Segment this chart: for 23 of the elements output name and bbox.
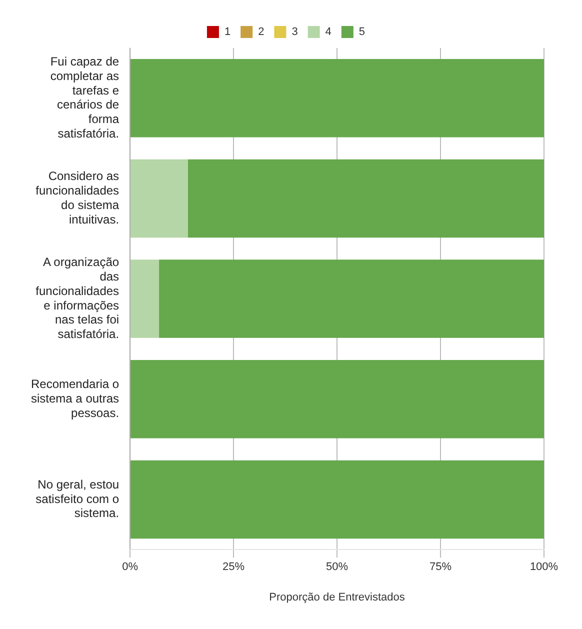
legend-label: 2 [258, 26, 264, 38]
x-tick-label: 25% [222, 561, 245, 574]
x-axis-title: Proporção de Entrevistados [269, 591, 406, 604]
y-tick-label: Fui capaz de completar as tarefas e cenários de forma satisfatória. [50, 54, 120, 140]
bar [130, 59, 544, 138]
bar [188, 159, 544, 238]
y-tick-label: A organização das funcionalidades e informações nas telas foi satisfatória. [36, 255, 120, 342]
y-tick-label: Considero as funcionalidades do sistema intuitivas. [36, 169, 120, 226]
x-tick-label: 0% [122, 561, 138, 574]
bar [130, 360, 544, 438]
bar [130, 260, 160, 338]
x-tick-label: 100% [530, 561, 558, 574]
y-tick-label: No geral, estou satisfeito com o sistema. [36, 477, 120, 520]
bar [130, 460, 544, 539]
bar [130, 159, 188, 238]
legend-label: 4 [325, 26, 332, 38]
bar [159, 260, 544, 338]
legend-label: 3 [292, 26, 298, 38]
x-tick-label: 50% [326, 561, 348, 574]
x-tick-label: 75% [429, 561, 452, 574]
y-tick-label: Recomendaria o sistema a outras pessoas. [30, 377, 120, 420]
legend-label: 1 [224, 26, 231, 38]
legend-label: 5 [358, 26, 366, 38]
